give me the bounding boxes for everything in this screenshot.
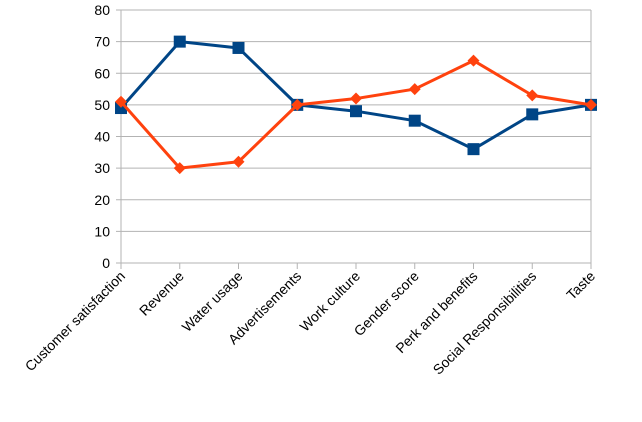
data-point — [232, 155, 245, 168]
data-point — [173, 162, 186, 175]
y-tick-label: 30 — [94, 160, 110, 176]
data-point — [408, 83, 421, 96]
axes — [116, 9, 592, 269]
y-tick-label: 50 — [94, 97, 110, 113]
y-tick-label: 60 — [94, 65, 110, 81]
data-point — [232, 41, 245, 54]
y-tick-label: 20 — [94, 192, 110, 208]
data-point — [467, 54, 480, 67]
y-tick-label: 80 — [94, 2, 110, 18]
y-tick-label: 0 — [102, 255, 110, 271]
data-point — [350, 105, 362, 118]
x-tick-label: Social Responsibilities — [430, 268, 540, 378]
data-point — [526, 108, 539, 121]
y-tick-labels: 0 10 20 30 40 50 60 70 80 — [94, 2, 110, 271]
data-point — [350, 92, 362, 105]
data-point — [526, 89, 539, 102]
data-point — [408, 114, 421, 127]
data-point — [173, 35, 186, 48]
y-tick-label: 40 — [94, 129, 110, 145]
data-point — [467, 143, 480, 156]
y-tick-label: 70 — [94, 34, 110, 50]
data-point — [115, 95, 127, 108]
y-tick-label: 10 — [94, 223, 110, 239]
series — [115, 35, 597, 175]
x-tick-label: Revenue — [136, 268, 187, 319]
data-point — [585, 98, 597, 111]
series-2 — [115, 54, 597, 175]
x-tick-label: Customer satisfaction — [22, 268, 128, 374]
x-tick-label: Taste — [563, 268, 598, 303]
data-point — [291, 98, 304, 111]
gridlines — [121, 9, 591, 264]
